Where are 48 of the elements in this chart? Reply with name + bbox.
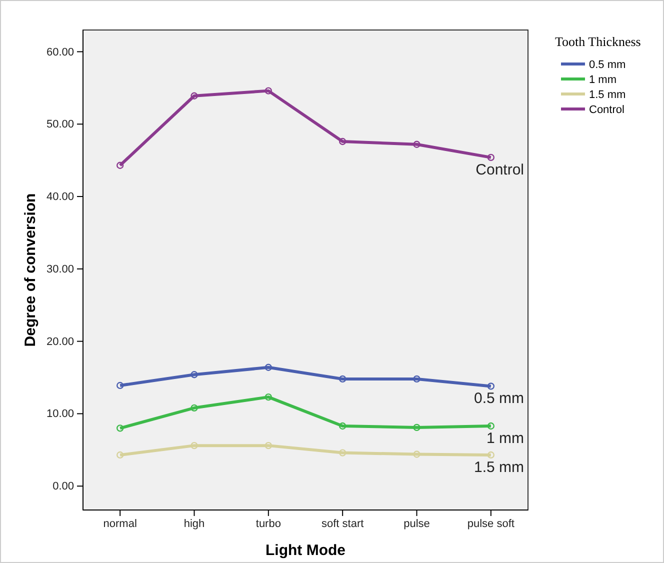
point [487,154,494,161]
point [190,442,198,450]
legend-label: 0.5 mm [589,59,626,71]
point [190,92,198,100]
point [264,364,272,371]
point [116,382,124,390]
point [413,375,420,383]
point [190,404,198,412]
point [413,140,420,148]
x-tick-label: pulse soft [467,518,514,530]
y-tick-label: 10.00 [46,408,74,420]
legend-label: 1.5 mm [589,89,626,101]
y-tick-label: 50.00 [46,118,74,131]
text: 0.5 mm [474,390,524,408]
point [339,422,346,430]
y-tick-label: 40.00 [46,191,74,204]
point [339,449,346,456]
y-tick-label: 30.00 [46,263,74,276]
x-tick-label: high [184,518,205,530]
legend-label: Control [589,104,624,116]
point [116,451,124,459]
point [116,162,124,169]
point [413,450,420,458]
point [264,87,272,94]
x-tick-label: normal [103,518,137,530]
point [339,138,346,146]
point [487,382,494,390]
text: Control [476,161,524,178]
x-tick-label: soft start [321,518,364,530]
legend-label: 1 mm [589,74,616,86]
x-axis-title: Light Mode [266,542,346,559]
point [264,442,272,450]
point [264,393,272,401]
y-tick-label: 60.00 [46,46,74,58]
point [487,451,494,459]
point [413,424,420,432]
legend-title: Tooth Thickness [555,34,641,49]
point [339,375,346,383]
y-axis-title: Degree of conversion [22,193,39,347]
x-tick-label: turbo [256,518,281,530]
y-tick-label: 20.00 [46,336,74,348]
text: 1.5 mm [474,458,524,476]
point [487,422,494,430]
point [190,371,198,378]
x-tick-label: pulse [404,518,430,530]
point [116,424,124,432]
y-tick-label: 0.00 [52,480,74,493]
text: 1 mm [486,430,524,448]
